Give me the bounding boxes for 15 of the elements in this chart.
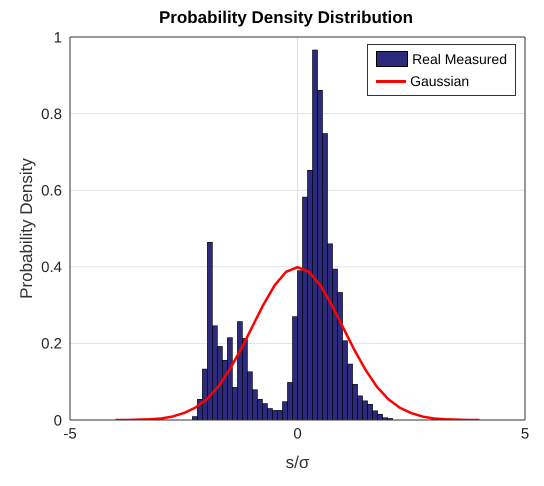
y-tick-label: 1	[54, 29, 62, 46]
y-tick-label: 0.8	[41, 106, 62, 123]
legend-label: Gaussian	[410, 73, 470, 89]
x-tick-label: -5	[63, 426, 77, 443]
x-tick-label: 5	[520, 426, 530, 443]
y-tick-label: 0.4	[41, 259, 62, 276]
x-tick-label: 0	[293, 426, 302, 443]
line-series	[114, 266, 481, 420]
chart-title: Probability Density Distribution	[158, 8, 414, 27]
y-tick-label: 0.2	[41, 336, 62, 353]
x-axis-title: s/σ	[286, 453, 310, 472]
y-axis-title: Probability Density	[17, 158, 36, 299]
y-tick-label: 0.6	[41, 182, 62, 200]
y-tick-label: 0	[54, 412, 62, 430]
legend-label: Real Measured	[412, 51, 507, 67]
